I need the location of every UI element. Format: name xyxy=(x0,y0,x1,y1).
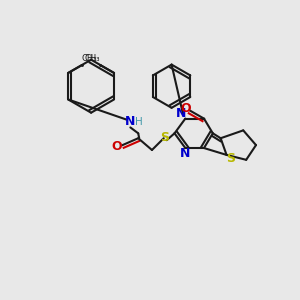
Text: O: O xyxy=(180,102,190,115)
Text: CH₃: CH₃ xyxy=(85,54,100,63)
Text: N: N xyxy=(180,147,190,161)
Text: S: S xyxy=(160,131,169,144)
Text: O: O xyxy=(111,140,122,153)
Text: S: S xyxy=(226,152,235,165)
Text: H: H xyxy=(135,116,143,127)
Text: CH₃: CH₃ xyxy=(82,54,98,63)
Text: N: N xyxy=(125,115,136,128)
Text: N: N xyxy=(176,107,187,120)
